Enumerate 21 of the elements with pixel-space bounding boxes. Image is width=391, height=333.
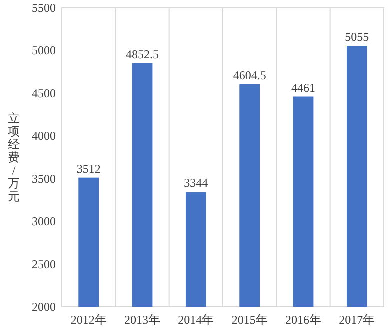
y-tick-label: 5000	[32, 44, 56, 58]
y-tick-label: 4500	[32, 86, 56, 100]
y-tick-label: 4000	[32, 129, 56, 144]
y-tick-label: 2000	[32, 300, 56, 314]
data-label: 3512	[76, 162, 101, 176]
y-tick-label: 3000	[32, 214, 56, 229]
data-label: 3344	[184, 176, 208, 190]
x-tick-label: 2015年	[232, 313, 268, 327]
x-tick-label: 2014年	[178, 313, 214, 327]
y-tick-label: 2500	[32, 257, 56, 272]
x-tick-label: 2016年	[286, 313, 322, 327]
y-axis-title: 立项经费/万元	[8, 112, 20, 204]
y-tick-label: 3500	[32, 172, 56, 186]
data-label: 4604.5	[233, 68, 266, 82]
data-label: 5055	[345, 30, 370, 44]
x-tick-label: 2017年	[339, 313, 376, 327]
x-tick-label: 2013年	[124, 313, 160, 327]
x-tick-label: 2012年	[70, 313, 107, 327]
data-label: 4461	[292, 80, 316, 95]
data-label: 4852.5	[126, 47, 159, 62]
y-tick-label: 5500	[32, 1, 56, 15]
